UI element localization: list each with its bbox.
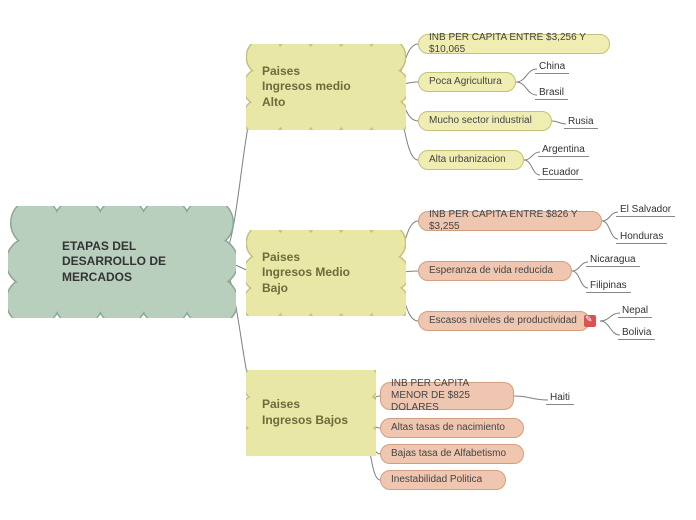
root-node: ETAPAS DEL DESARROLLO DE MERCADOS xyxy=(8,206,236,318)
attribute-pill: Poca Agricultura xyxy=(418,72,516,92)
attribute-pill: Esperanza de vida reducida xyxy=(418,261,572,281)
category-node: Paises Ingresos Medio Bajo xyxy=(246,230,406,316)
pill-label: INB PER CAPITA ENTRE $826 Y $3,255 xyxy=(429,209,591,233)
leaf-label: Bolivia xyxy=(622,327,651,338)
leaf-label: Filipinas xyxy=(590,280,627,291)
pill-label: Altas tasas de nacimiento xyxy=(391,422,505,434)
leaf-label: El Salvador xyxy=(620,204,671,215)
mindmap-canvas: ETAPAS DEL DESARROLLO DE MERCADOS Paises … xyxy=(0,0,696,520)
note-icon xyxy=(584,315,596,327)
pill-label: Mucho sector industrial xyxy=(429,115,532,127)
attribute-pill: Bajas tasa de Alfabetismo xyxy=(380,444,524,464)
pill-label: INB PER CAPITA MENOR DE $825 DOLARES xyxy=(391,378,503,414)
attribute-pill: Escasos niveles de productividad xyxy=(418,311,590,331)
attribute-pill: INB PER CAPITA ENTRE $3,256 Y $10,065 xyxy=(418,34,610,54)
leaf-label: Honduras xyxy=(620,231,663,242)
attribute-pill: Alta urbanizacion xyxy=(418,150,524,170)
leaf-label: Rusia xyxy=(568,116,594,127)
attribute-pill: INB PER CAPITA MENOR DE $825 DOLARES xyxy=(380,382,514,410)
pill-label: Bajas tasa de Alfabetismo xyxy=(391,448,506,460)
category-label: Paises Ingresos Medio Bajo xyxy=(262,250,352,297)
leaf-label: Haiti xyxy=(550,392,570,403)
attribute-pill: Altas tasas de nacimiento xyxy=(380,418,524,438)
leaf-label: China xyxy=(539,61,565,72)
category-node: Paises Ingresos medio Alto xyxy=(246,44,406,130)
attribute-pill: INB PER CAPITA ENTRE $826 Y $3,255 xyxy=(418,211,602,231)
attribute-pill: Mucho sector industrial xyxy=(418,111,552,131)
leaf-label: Ecuador xyxy=(542,167,579,178)
category-label: Paises Ingresos Bajos xyxy=(262,397,352,428)
pill-label: INB PER CAPITA ENTRE $3,256 Y $10,065 xyxy=(429,32,599,56)
category-label: Paises Ingresos medio Alto xyxy=(262,64,352,111)
pill-label: Alta urbanizacion xyxy=(429,154,506,166)
pill-label: Inestabilidad Politica xyxy=(391,474,482,486)
root-label: ETAPAS DEL DESARROLLO DE MERCADOS xyxy=(62,239,182,286)
leaf-label: Nicaragua xyxy=(590,254,636,265)
attribute-pill: Inestabilidad Politica xyxy=(380,470,506,490)
leaf-label: Argentina xyxy=(542,144,585,155)
pill-label: Escasos niveles de productividad xyxy=(429,315,577,327)
leaf-label: Brasil xyxy=(539,87,564,98)
pill-label: Esperanza de vida reducida xyxy=(429,265,553,277)
category-node: Paises Ingresos Bajos xyxy=(246,370,376,456)
pill-label: Poca Agricultura xyxy=(429,76,502,88)
leaf-label: Nepal xyxy=(622,305,648,316)
